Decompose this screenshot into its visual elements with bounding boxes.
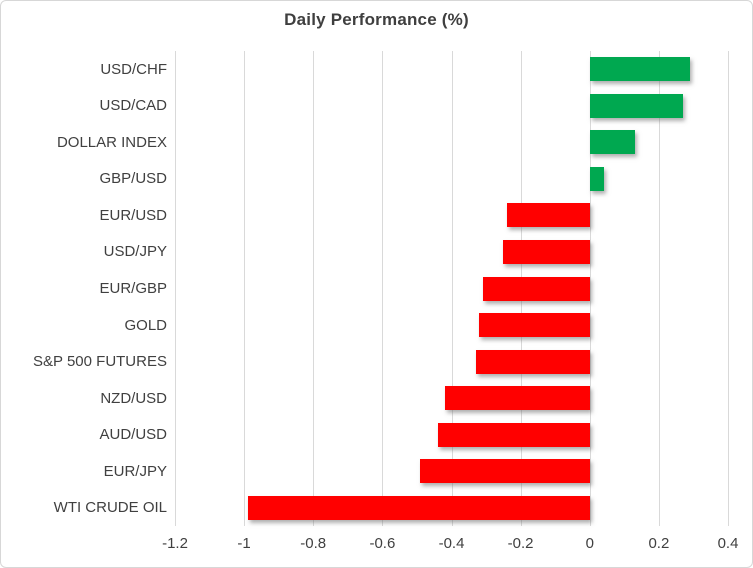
chart-title: Daily Performance (%) [284, 10, 469, 29]
bar [506, 203, 590, 228]
x-tick-label: -0.4 [438, 535, 465, 552]
plot-area [175, 51, 729, 526]
category-label: NZD/USD [100, 389, 167, 407]
bar [589, 130, 635, 155]
x-tick-label: -1.2 [162, 535, 188, 552]
bar [475, 349, 590, 374]
category-label: USD/CAD [99, 97, 167, 115]
gridline [382, 51, 384, 526]
x-tick-label: -0.6 [369, 535, 396, 552]
category-label: GBP/USD [99, 170, 167, 188]
bar [479, 313, 590, 337]
bar [444, 386, 590, 411]
x-tick-label: -1 [237, 535, 251, 552]
x-tick-label: -0.2 [507, 535, 534, 552]
bar [420, 459, 590, 484]
bar [482, 276, 590, 301]
bar [589, 166, 604, 191]
bar [589, 93, 684, 118]
category-label: EUR/GBP [99, 279, 167, 297]
gridline [589, 51, 591, 526]
gridline [658, 51, 660, 526]
x-tick-label: 0.2 [648, 535, 670, 552]
category-axis-labels: USD/CHF USD/CAD DOLLAR INDEX GBP/USD EUR/USD… [1, 51, 167, 526]
x-tick-label: 0.4 [717, 535, 739, 552]
bar [589, 57, 690, 82]
category-label: EUR/JPY [103, 462, 167, 480]
category-label: DOLLAR INDEX [56, 133, 167, 151]
category-label: AUD/USD [99, 426, 167, 444]
gridline [175, 51, 176, 526]
gridline [728, 51, 729, 526]
category-label: USD/CHF [100, 60, 167, 78]
x-tick-label: -0.8 [300, 535, 327, 552]
category-label: EUR/USD [99, 206, 167, 224]
bar [437, 422, 590, 447]
gridline [451, 51, 453, 526]
gridline [244, 51, 246, 526]
x-tick-label: 0 [585, 535, 594, 552]
category-label: USD/JPY [103, 243, 167, 261]
bar [503, 240, 590, 264]
category-label: GOLD [124, 316, 167, 334]
category-label: S&P 500 FUTURES [33, 353, 167, 371]
gridline [313, 51, 315, 526]
category-label: WTI CRUDE OIL [53, 499, 167, 517]
bar [247, 495, 590, 520]
x-axis-tick-labels: -1.2 -1 -0.8 -0.6 -0.4 -0.2 0 0.2 0.4 [162, 535, 738, 559]
